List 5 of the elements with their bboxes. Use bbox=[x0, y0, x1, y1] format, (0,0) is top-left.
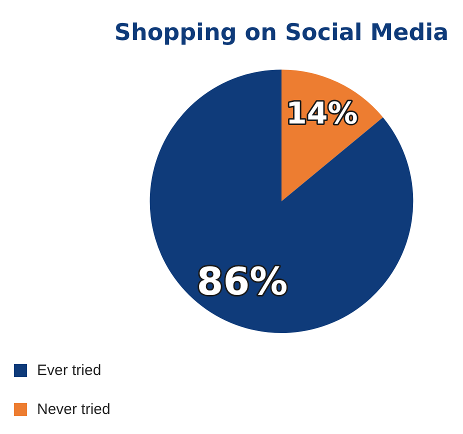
legend-label: Ever tried bbox=[37, 362, 102, 379]
data-label: 14% bbox=[286, 96, 358, 132]
chart-title: Shopping on Social Media bbox=[114, 20, 449, 46]
legend-label: Never tried bbox=[37, 401, 110, 418]
data-label: 86% bbox=[196, 260, 288, 304]
